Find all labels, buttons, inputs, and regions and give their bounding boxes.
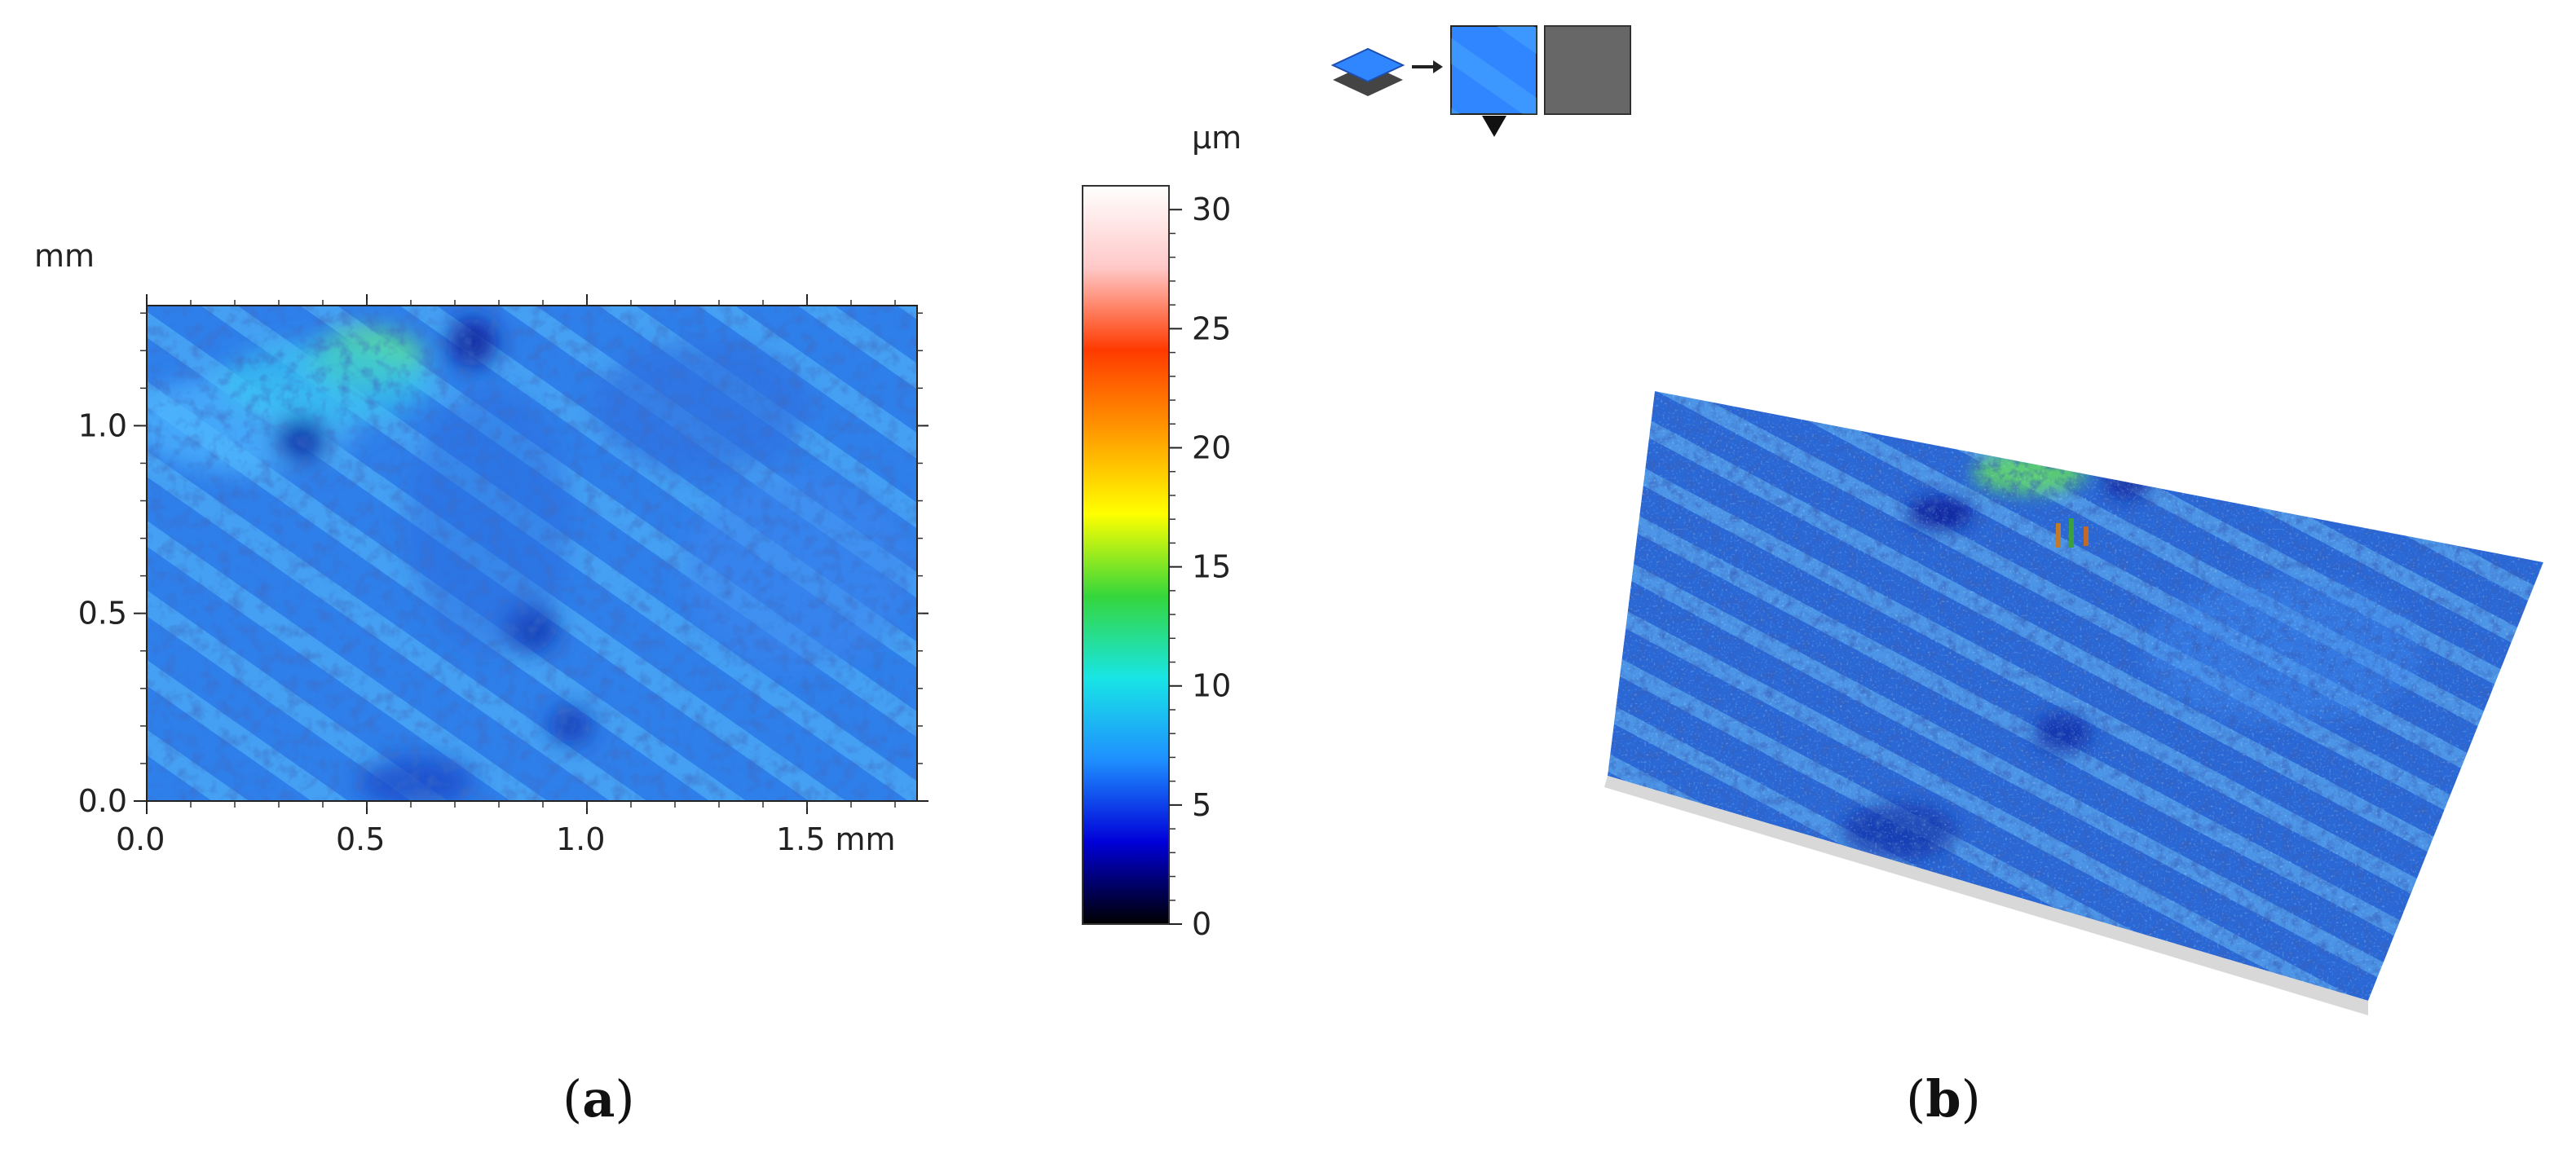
panel-label-b: (b) bbox=[1906, 1069, 1981, 1129]
colorbar-tick-label: 10 bbox=[1192, 668, 1231, 704]
panel-label-a: (a) bbox=[562, 1069, 635, 1129]
colorbar-unit: µm bbox=[1192, 120, 1242, 156]
colorbar-ticks: 0 5 10 15 20 25 30 bbox=[1169, 191, 1231, 942]
colorbar-tick-label: 20 bbox=[1192, 429, 1231, 465]
x-tick-label: 0.5 bbox=[336, 821, 385, 857]
colorbar-tick-label: 5 bbox=[1192, 787, 1211, 823]
view-toolbar bbox=[1330, 25, 1631, 137]
minor-ticks bbox=[140, 300, 923, 808]
y-axis-unit: mm bbox=[34, 238, 95, 274]
colorbar-tick-label: 0 bbox=[1192, 906, 1211, 942]
surface-top bbox=[1608, 391, 2543, 1001]
surface-base bbox=[1604, 776, 2368, 1015]
heatmap-frame bbox=[146, 305, 918, 802]
gray-map-icon[interactable] bbox=[1544, 25, 1631, 115]
colorbar-tick-label: 25 bbox=[1192, 310, 1231, 346]
colorbar-tick-label: 30 bbox=[1192, 191, 1231, 227]
x-tick-label: 0.0 bbox=[116, 821, 165, 857]
heatmap-surface bbox=[147, 306, 917, 801]
arrow-icon bbox=[1412, 60, 1443, 73]
y-tick-label: 0.5 bbox=[78, 596, 127, 632]
y-tick-label: 1.0 bbox=[78, 407, 127, 443]
color-map-icon[interactable] bbox=[1450, 25, 1537, 115]
spike-marks bbox=[2056, 518, 2089, 548]
colorbar bbox=[1082, 185, 1170, 925]
y-tick-label: 0.0 bbox=[78, 783, 127, 819]
dropdown-triangle-icon[interactable] bbox=[1482, 116, 1506, 137]
colorbar-tick-label: 15 bbox=[1192, 549, 1231, 585]
x-tick-label: 1.0 bbox=[556, 821, 605, 857]
x-axis: 0.0 0.5 1.0 1.5 mm bbox=[116, 294, 896, 857]
layers-icon[interactable] bbox=[1330, 47, 1405, 96]
x-tick-label: 1.5 mm bbox=[776, 821, 896, 857]
